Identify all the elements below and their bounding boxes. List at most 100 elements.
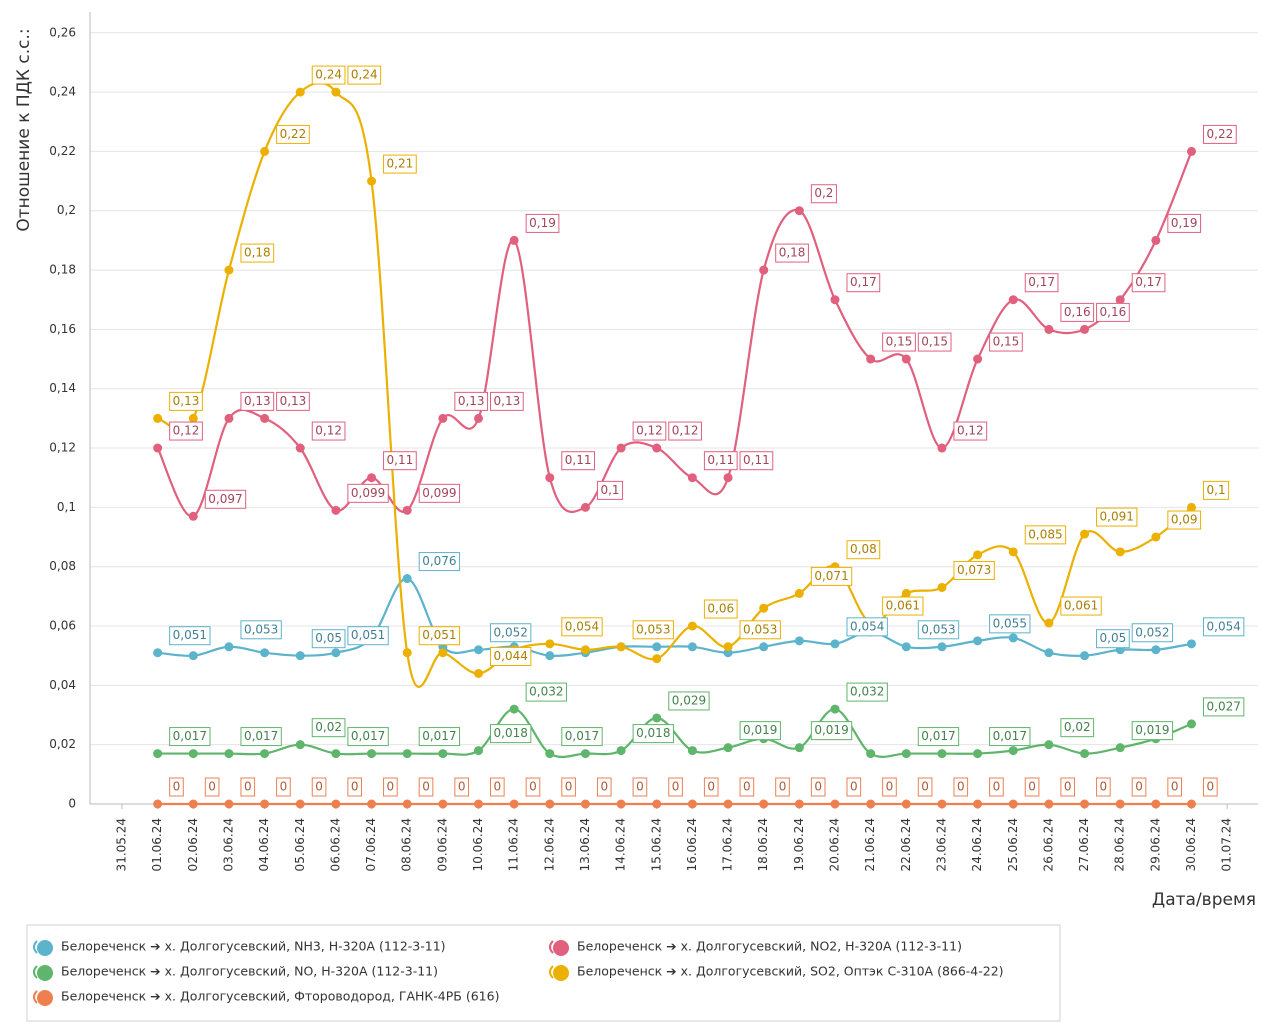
data-point [794,206,804,216]
data-label: 0,017 [240,727,282,747]
data-label: 0,12 [953,421,988,441]
data-point [367,176,377,186]
x-tick-label: 09.06.24 [435,818,449,871]
data-label: 0,085 [1024,525,1067,545]
data-label: 0,11 [383,451,417,471]
y-tick-label: 0,12 [49,441,76,455]
data-point [1187,799,1196,809]
data-label-box [240,243,275,263]
data-label: 0,097 [204,489,247,509]
data-label-box [418,777,434,797]
data-label-text: 0,1 [600,483,619,497]
data-label-text: 0,08 [850,542,877,556]
data-point [1151,645,1161,655]
data-label-text: 0,097 [208,492,242,506]
x-tick-label: 03.06.24 [221,818,235,871]
x-tick-label: 11.06.24 [507,818,521,871]
data-point [616,746,626,756]
data-point [153,749,163,759]
data-label-box [775,243,809,263]
data-label: 0,18 [240,243,275,263]
data-point [973,749,983,759]
data-label: 0,09 [1167,510,1202,530]
data-label: 0,11 [561,451,596,471]
data-label-box [1131,777,1147,797]
data-point [759,603,769,613]
data-label-box [882,332,916,352]
data-label-box [383,777,398,797]
data-point [295,87,305,97]
data-label-box [347,626,389,646]
data-point [1044,324,1054,334]
data-label: 0,053 [739,620,781,640]
data-label-box [347,777,363,797]
data-point [331,505,341,515]
data-point [402,505,412,515]
data-label-text: 0,22 [1207,127,1234,141]
data-label-box [1060,302,1095,322]
data-label: 0,053 [632,620,674,640]
data-label-box [418,552,461,572]
data-label: 0,073 [953,560,995,580]
data-point [331,87,341,97]
data-label-text: 0,054 [565,619,599,633]
data-label-text: 0 [814,780,822,794]
x-axis-label: Дата/время [1152,890,1256,910]
data-label-box [347,483,389,503]
data-point [616,799,626,809]
data-point [1008,746,1018,756]
data-point [1008,547,1018,557]
data-label-box [418,626,461,646]
data-point [937,443,947,453]
legend-marker [37,990,53,1006]
x-tick-label: 17.06.24 [721,818,735,871]
data-label: 0 [917,777,933,797]
data-label-text: 0,071 [814,569,848,583]
data-label-box [418,483,461,503]
data-point [438,749,448,759]
data-label: 0,16 [1096,302,1130,322]
data-label-text: 0,15 [886,335,913,349]
data-label-box [810,184,837,204]
data-point [1044,648,1054,658]
data-label: 0,017 [917,727,960,747]
data-label-box [632,724,674,744]
legend-label: Белореченск ➔ х. Долгогусевский, NO2, Н-… [577,939,962,954]
data-point [545,651,555,661]
data-label-text: 0,017 [351,729,385,743]
data-label-text: 0,053 [743,622,777,636]
data-point [474,413,483,423]
data-label-text: 0,16 [1100,305,1127,319]
data-label-text: 0 [600,780,608,794]
data-label: 0,099 [418,483,461,503]
series-line [157,81,1193,688]
data-label-box [347,65,382,85]
data-label-box [276,777,291,797]
data-label: 0,017 [989,727,1031,747]
data-label-text: 0,019 [814,723,848,737]
data-point [580,645,590,655]
data-label-box [561,777,576,797]
data-label-box [596,480,624,500]
data-label: 0,018 [632,724,674,744]
data-label: 0,052 [490,623,532,643]
legend-tail [33,940,38,954]
legend-label: Белореченск ➔ х. Долгогусевский, Фторово… [61,989,499,1004]
data-label-text: 0,1 [1207,483,1226,497]
data-label-box [240,391,275,411]
x-tick-label: 26.06.24 [1041,818,1055,871]
data-label-text: 0 [886,780,894,794]
data-point [759,642,769,652]
data-point [260,749,270,759]
y-tick-label: 0,08 [49,559,76,573]
x-tick-label: 22.06.24 [899,818,913,871]
data-label: 0,054 [846,617,888,637]
data-label-text: 0,16 [1064,305,1091,319]
data-point [402,799,412,809]
data-label-text: 0,06 [707,602,734,616]
data-point [616,642,626,652]
data-label-box [347,727,389,747]
data-label: 0,052 [1131,623,1174,643]
data-point [260,413,270,423]
